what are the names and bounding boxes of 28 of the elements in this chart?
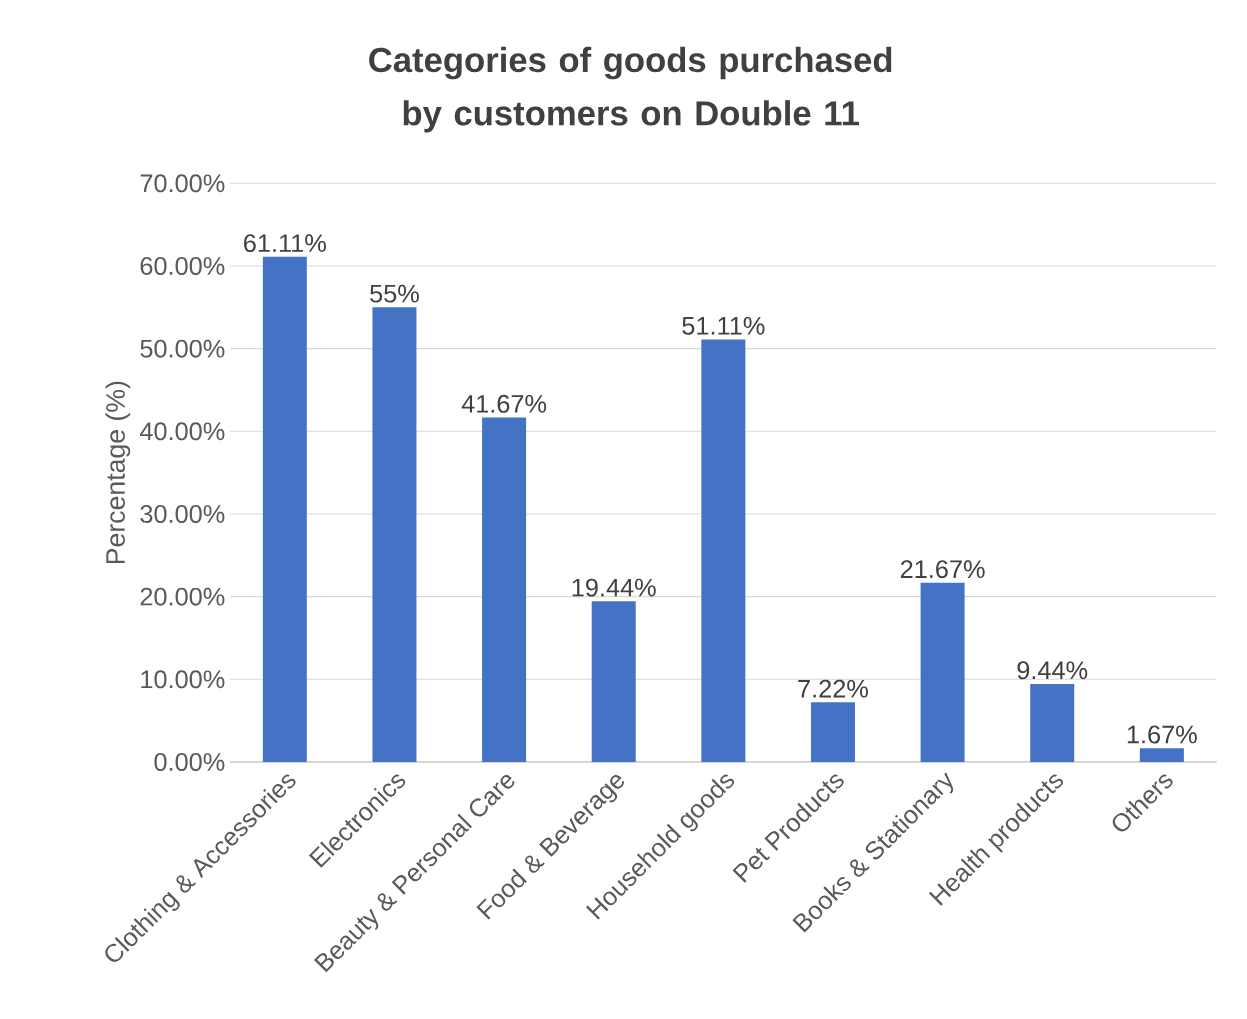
y-tick-label: 50.00%: [140, 339, 225, 358]
bar: [591, 601, 636, 762]
chart-title: Categories of goods purchased by customers on Double 11: [369, 46, 892, 133]
data-label: 19.44%: [572, 578, 656, 597]
data-label: 41.67%: [461, 394, 547, 413]
bar: [1030, 683, 1075, 762]
bar: [810, 702, 855, 762]
y-tick-label: 30.00%: [140, 505, 225, 523]
data-label: 51.11%: [682, 316, 765, 335]
data-label: 21.67%: [900, 560, 985, 579]
data-label: 1.67%: [1127, 725, 1197, 744]
y-tick-label: 40.00%: [139, 422, 225, 441]
y-tick-label: 60.00%: [140, 257, 225, 275]
data-label: 7.22%: [798, 679, 868, 698]
y-tick-label: 10.00%: [141, 670, 225, 689]
data-label: 9.44%: [1017, 661, 1088, 680]
bar: [1139, 748, 1184, 762]
data-label: 61.11%: [244, 234, 326, 253]
bar: [262, 256, 307, 762]
y-axis-title: Percentage (%): [105, 381, 131, 564]
bar: [482, 417, 527, 762]
y-tick-label: 20.00%: [140, 587, 225, 606]
y-tick-label: 0.00%: [154, 753, 225, 771]
y-tick-label: 70.00%: [140, 174, 225, 193]
bar: [920, 582, 965, 762]
data-label: 55%: [370, 284, 419, 303]
bar: [701, 339, 746, 762]
bar: [372, 307, 417, 762]
